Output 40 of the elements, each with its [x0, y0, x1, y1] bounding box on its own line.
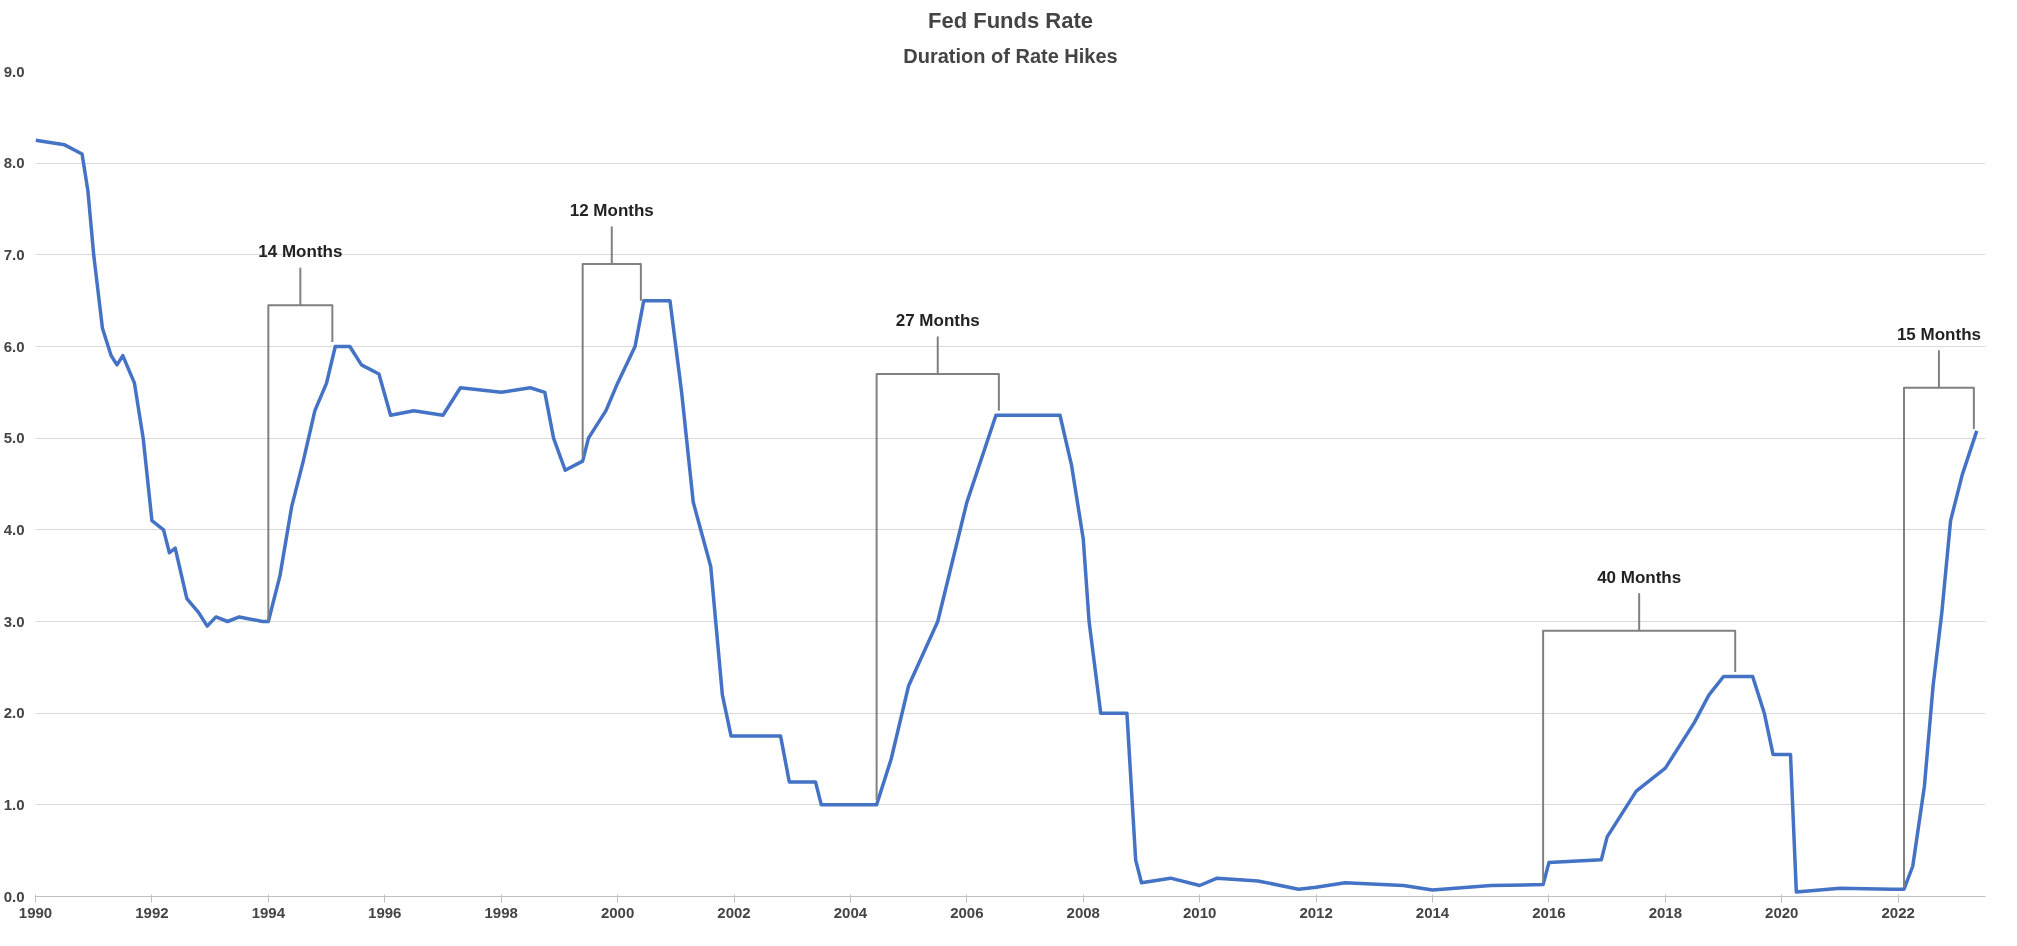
x-tick-label: 1996 [368, 903, 402, 921]
annotation: 12 Months [569, 201, 654, 220]
y-tick-label: 1.0 [3, 795, 25, 813]
x-tick-label: 2018 [1648, 903, 1683, 921]
x-tick-label: 1990 [18, 903, 53, 921]
x-tick-label: 1992 [135, 903, 169, 921]
y-tick-label: 7.0 [3, 245, 25, 263]
line-series [35, 138, 1979, 894]
line-series [581, 226, 642, 458]
x-tick-label: 2004 [833, 903, 868, 921]
x-tick-label: 1994 [251, 903, 286, 921]
x-tick-label: 2006 [950, 903, 984, 921]
y-tick-label: 8.0 [3, 154, 25, 172]
x-tick-label: 2020 [1765, 903, 1799, 921]
x-tick-label: 2012 [1299, 903, 1333, 921]
annotation: 40 Months [1597, 567, 1682, 587]
chart-title: Fed Funds Rate [927, 7, 1094, 33]
line-series [1903, 350, 1975, 889]
y-tick-label: 3.0 [3, 612, 25, 630]
y-tick-label: 4.0 [3, 520, 25, 538]
line-series [875, 336, 1000, 802]
x-tick-label: 1998 [484, 903, 518, 921]
line-series [1542, 593, 1737, 884]
annotation: 15 Months [1896, 324, 1981, 344]
line-series [267, 267, 334, 623]
x-tick-label: 2016 [1532, 903, 1566, 921]
x-tick-label: 2008 [1066, 903, 1100, 921]
annotation: 14 Months [258, 242, 343, 262]
x-tick-label: 2002 [717, 903, 751, 921]
x-tick-label: 2014 [1415, 903, 1450, 921]
y-tick-label: 5.0 [3, 429, 25, 447]
y-tick-label: 9.0 [3, 62, 25, 80]
chart-subtitle: Duration of Rate Hikes [903, 44, 1118, 67]
annotation: 27 Months [895, 311, 980, 330]
y-tick-label: 2.0 [3, 704, 25, 722]
y-tick-label: 0.0 [3, 887, 25, 905]
x-tick-label: 2022 [1881, 903, 1915, 921]
x-tick-label: 2010 [1182, 903, 1217, 921]
x-tick-label: 2000 [600, 903, 635, 921]
y-tick-label: 6.0 [3, 337, 25, 355]
